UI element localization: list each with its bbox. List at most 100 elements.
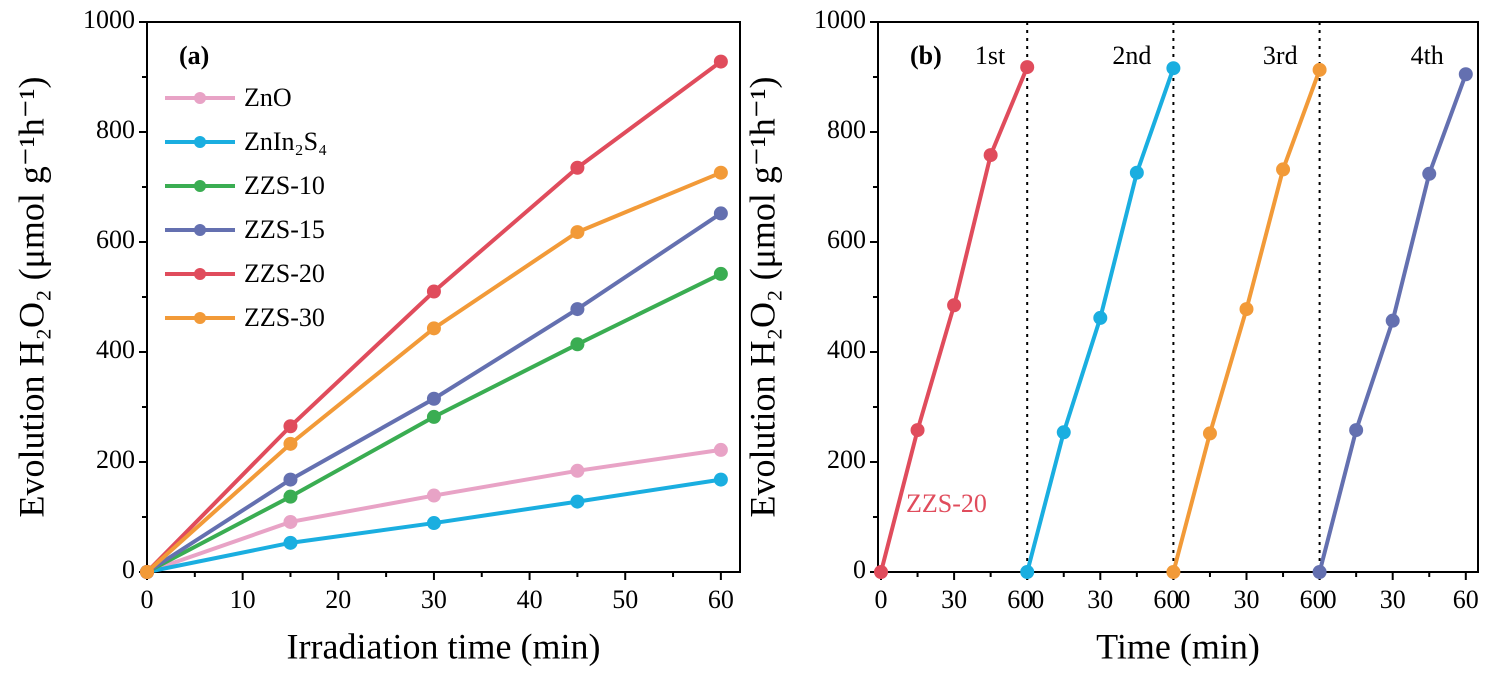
data-point	[1385, 313, 1400, 328]
data-point	[283, 472, 298, 487]
x-tick-label: 30	[941, 585, 967, 614]
y-tick-label: 0	[853, 555, 866, 584]
legend-label: ZZS-15	[244, 215, 325, 244]
legend-marker	[194, 224, 206, 236]
data-point	[713, 165, 728, 180]
data-point	[947, 298, 962, 313]
x-tick-label: 0	[1031, 585, 1044, 614]
legend-label: ZnO	[244, 83, 292, 112]
data-point	[1020, 565, 1035, 579]
x-tick-label: 0	[141, 585, 154, 614]
legend-marker	[194, 180, 206, 192]
y-tick-label: 400	[96, 335, 135, 364]
data-point	[1093, 310, 1108, 325]
y-tick-label: 400	[827, 335, 866, 364]
data-point	[426, 321, 441, 336]
data-point	[1020, 60, 1035, 75]
legend-marker	[194, 136, 206, 148]
cycle-label: 1st	[975, 41, 1006, 70]
x-tick-label: 0	[1177, 585, 1190, 614]
plot-frame	[146, 21, 741, 573]
x-tick-label: 10	[230, 585, 256, 614]
panel-label: (a)	[179, 41, 209, 70]
data-point	[283, 535, 298, 550]
data-point	[713, 472, 728, 487]
data-point	[283, 514, 298, 529]
data-point	[1239, 302, 1254, 317]
cycle-label: 2nd	[1112, 41, 1151, 70]
data-point	[570, 463, 585, 478]
x-tick-label: 30	[1234, 585, 1260, 614]
data-point	[426, 409, 441, 424]
y-tick-label: 1000	[83, 5, 135, 34]
data-point	[283, 436, 298, 451]
x-axis-title: Irradiation time (min)	[287, 626, 601, 666]
data-point	[570, 302, 585, 317]
x-axis-title: Time (min)	[1096, 626, 1260, 666]
data-point	[426, 284, 441, 299]
data-point	[1166, 565, 1181, 579]
x-tick-label: 30	[1087, 585, 1113, 614]
y-tick-label: 800	[96, 115, 135, 144]
data-point	[570, 494, 585, 509]
x-tick-label: 60	[1453, 585, 1479, 614]
series-line	[1171, 69, 1322, 573]
data-point	[874, 565, 888, 579]
x-tick-label: 60	[1300, 585, 1326, 614]
data-point	[570, 337, 585, 352]
legend-marker	[194, 312, 206, 324]
x-tick-label: 60	[708, 585, 734, 614]
legend-marker	[194, 92, 206, 104]
x-tick-label: 30	[421, 585, 447, 614]
legend-label: ZZS-30	[244, 303, 325, 332]
data-point	[570, 160, 585, 175]
legend-label: ZZS-20	[244, 259, 325, 288]
legend-label: ZnIn₂S₄	[244, 127, 327, 156]
data-point	[426, 516, 441, 531]
data-point	[1312, 62, 1327, 77]
annotation: ZZS-20	[906, 489, 987, 518]
x-tick-label: 60	[1007, 585, 1033, 614]
legend-marker	[194, 268, 206, 280]
y-tick-label: 600	[827, 225, 866, 254]
data-point	[570, 225, 585, 240]
x-tick-label: 40	[517, 585, 543, 614]
data-point	[713, 206, 728, 221]
data-point	[713, 266, 728, 281]
data-point	[1056, 425, 1071, 440]
y-axis-title: Evolution H₂O₂ (μmol g⁻¹h⁻¹)	[11, 77, 51, 518]
data-point	[1166, 61, 1181, 76]
data-point	[713, 54, 728, 69]
data-point	[1129, 165, 1144, 180]
series-line	[145, 170, 722, 574]
data-point	[1349, 423, 1364, 438]
y-tick-label: 200	[96, 445, 135, 474]
data-point	[283, 489, 298, 504]
y-tick-label: 200	[827, 445, 866, 474]
data-point	[1276, 162, 1291, 177]
data-point	[1312, 565, 1327, 579]
data-point	[910, 423, 925, 438]
cycle-label: 4th	[1411, 41, 1444, 70]
x-tick-label: 20	[325, 585, 351, 614]
x-tick-label: 0	[875, 585, 888, 614]
x-tick-label: 50	[612, 585, 638, 614]
y-axis-title: Evolution H₂O₂ (μmol g⁻¹h⁻¹)	[742, 77, 782, 518]
x-tick-label: 60	[1153, 585, 1179, 614]
data-point	[1422, 166, 1437, 181]
data-point	[426, 391, 441, 406]
y-tick-label: 1000	[814, 5, 866, 34]
data-point	[140, 565, 154, 579]
cycle-label: 3rd	[1263, 41, 1298, 70]
x-tick-label: 30	[1380, 585, 1406, 614]
data-point	[983, 148, 998, 163]
data-point	[283, 419, 298, 434]
y-tick-label: 800	[827, 115, 866, 144]
data-point	[1202, 426, 1217, 441]
y-tick-label: 0	[122, 555, 135, 584]
data-point	[713, 442, 728, 457]
data-point	[426, 488, 441, 503]
y-tick-label: 600	[96, 225, 135, 254]
panel-label: (b)	[910, 41, 942, 70]
